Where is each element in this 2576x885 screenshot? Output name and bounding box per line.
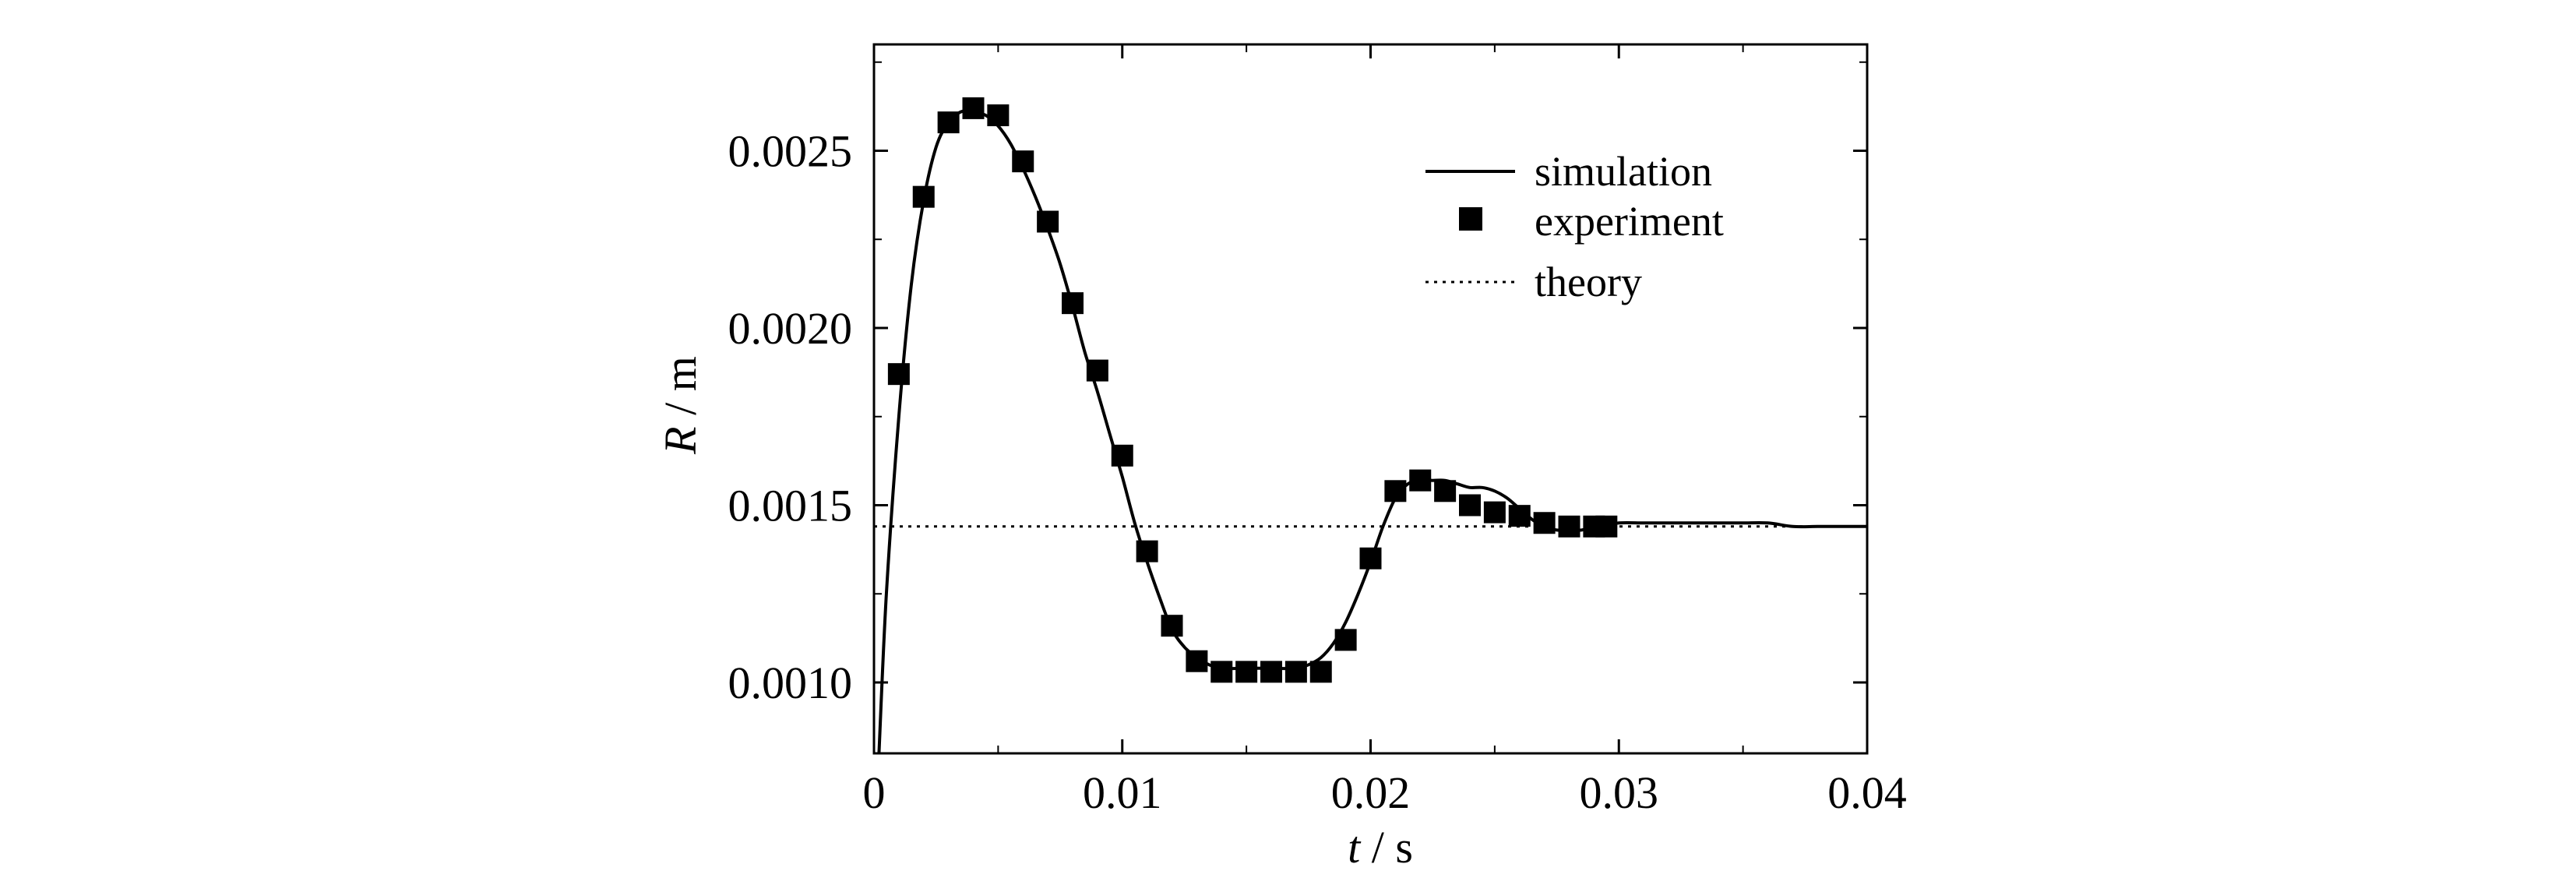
experiment-point (1533, 512, 1556, 534)
x-tick-label: 0 (863, 767, 886, 818)
experiment-point (1186, 650, 1208, 672)
y-tick-label: 0.0020 (728, 303, 853, 354)
experiment-point (987, 104, 1010, 126)
x-tick-label: 0.01 (1083, 767, 1162, 818)
experiment-point (1284, 661, 1307, 683)
experiment-point (1595, 515, 1618, 538)
axes: 0 0.01 0.02 0.03 0.04 0.0010 0.0015 0.0020 0.002… (728, 43, 1907, 818)
y-tick-label: 0.0010 (728, 658, 853, 708)
experiment-point (1235, 661, 1258, 683)
experiment-point (1334, 629, 1357, 651)
x-tick-label: 0.04 (1827, 767, 1907, 818)
experiment-point (1558, 515, 1580, 538)
y-axis-label: R / m (655, 356, 706, 455)
experiment-point (1210, 661, 1233, 683)
x-tick-label: 0.02 (1331, 767, 1411, 818)
legend: simulation experiment theory (1425, 148, 1724, 305)
experiment-point (937, 111, 960, 134)
legend-experiment-label: experiment (1535, 198, 1724, 245)
y-tick-label: 0.0015 (728, 481, 853, 531)
experiment-point (1483, 501, 1506, 524)
y-tick-label: 0.0025 (728, 126, 853, 177)
x-axis-label: t / s (1348, 822, 1413, 873)
experiment-point (1136, 540, 1158, 562)
legend-experiment-swatch (1459, 207, 1482, 231)
experiment-point (1086, 359, 1108, 382)
experiment-point (1309, 661, 1332, 683)
experiment-point (1062, 292, 1084, 315)
legend-simulation-label: simulation (1535, 148, 1712, 195)
experiment-point (1161, 615, 1183, 637)
experiment-point (1434, 480, 1457, 502)
experiment-point (1012, 150, 1034, 173)
plot-area (874, 97, 1867, 753)
experiment-point (1459, 494, 1481, 517)
experiment-point (1260, 661, 1282, 683)
experiment-point (1384, 480, 1407, 502)
experiment-point (1409, 469, 1432, 492)
experiment-point (912, 185, 935, 208)
experiment-point (887, 363, 910, 386)
experiment-point (1508, 505, 1531, 527)
experiment-point (1111, 444, 1133, 467)
experiment-point (1037, 210, 1059, 233)
experiment-point (1359, 547, 1382, 569)
legend-theory-label: theory (1535, 259, 1642, 305)
experiment-point (962, 97, 985, 119)
x-tick-label: 0.03 (1580, 767, 1659, 818)
